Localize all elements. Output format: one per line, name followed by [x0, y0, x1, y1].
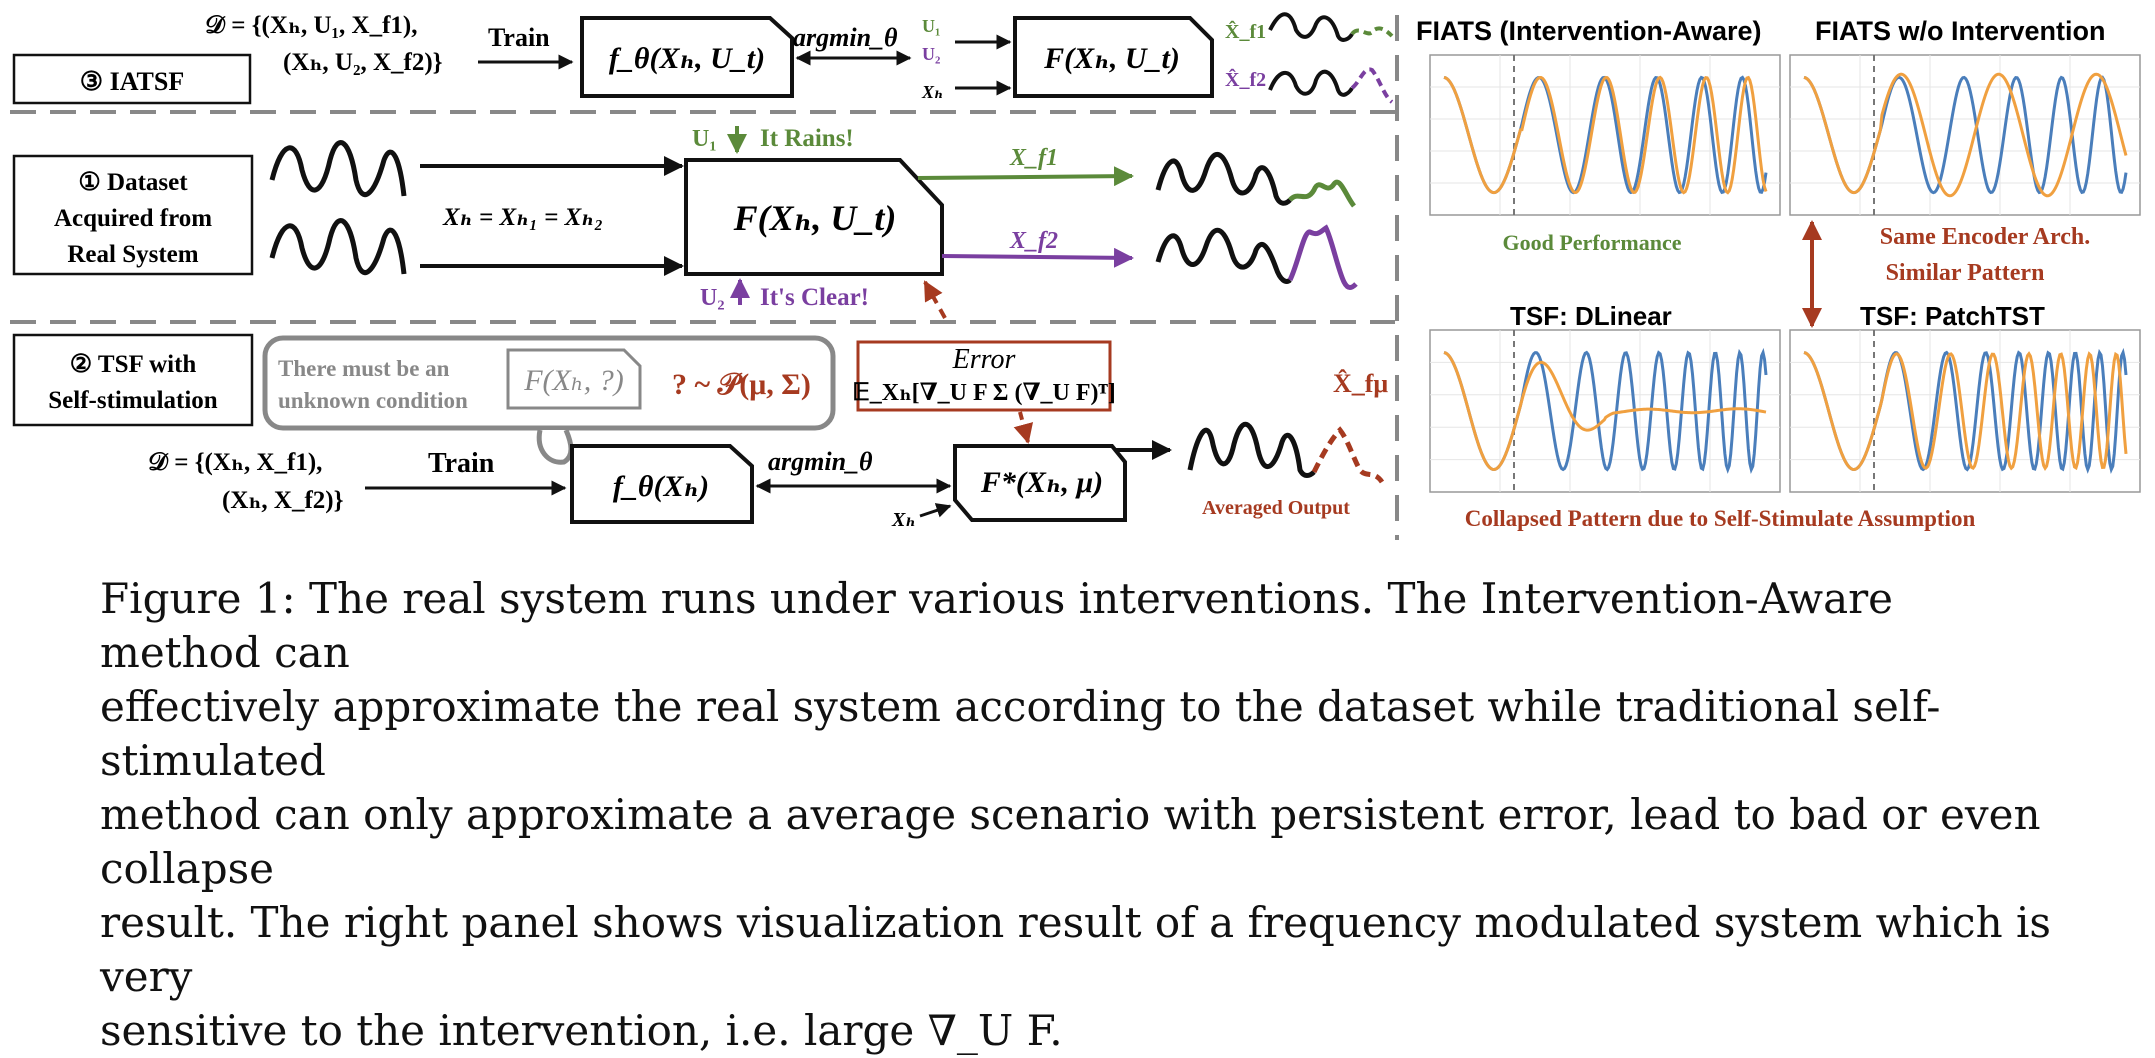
iatsf-dataset-line2: (Xₕ, U₂, X_f2)}	[283, 49, 443, 76]
dataset-section: ① Dataset Acquired from Real System Xₕ =…	[12, 125, 1358, 311]
dataset-u1: U₁	[692, 126, 717, 152]
tsf-unknown-fn: F(Xₕ, ?)	[523, 364, 624, 397]
panel-top-left-prediction-line	[1443, 75, 1768, 195]
tsf-argmin: argmin_θ	[768, 447, 873, 476]
dataset-equality: Xₕ = Xₕ₁ = Xₕ₂	[442, 204, 603, 231]
iatsf-system: F(Xₕ, U_t)	[1043, 42, 1180, 75]
iatsf-label: ③ IATSF	[80, 67, 184, 96]
tsf-model: f_θ(Xₕ)	[613, 470, 709, 503]
panel-top-left	[1429, 54, 1781, 216]
tsf-dataset-line2: (Xₕ, X_f2)}	[222, 487, 344, 514]
tsf-bubble-line1: There must be an	[278, 356, 450, 381]
panel-bottom-right-prediction-line	[1803, 351, 2128, 472]
figure-caption: Figure 1: The real system runs under var…	[100, 572, 2060, 1058]
panel-collapsed-pattern: Collapsed Pattern due to Self-Stimulate …	[1465, 506, 1976, 531]
dataset-series2-future-history	[1155, 227, 1292, 284]
dataset-clear: It's Clear!	[760, 284, 869, 311]
tsf-error-expr: 𝔼_Xₕ[∇_U F Σ (∇_U F)ᵀ]	[852, 380, 1116, 406]
tsf-bubble-line2: unknown condition	[278, 388, 468, 413]
dataset-u2: U₂	[700, 285, 725, 311]
dataset-xf2: X_f2	[1009, 228, 1058, 254]
dataset-series2-outcome	[1287, 224, 1358, 290]
dataset-label-line2: Acquired from	[54, 205, 212, 232]
tsf-bubble-tail	[536, 429, 574, 465]
dataset-rains: It Rains!	[760, 125, 854, 152]
tsf-error-link-up	[923, 280, 947, 319]
tsf-unknown-fn-box	[506, 348, 642, 410]
dataset-label-line3: Real System	[67, 241, 198, 268]
tsf-history-series	[1187, 421, 1316, 478]
dataset-label-line1: ① Dataset	[78, 169, 188, 196]
tsf-dataset-line1: 𝒟 = {(Xₕ, X_f1),	[148, 449, 322, 476]
dataset-series2-history	[269, 218, 407, 275]
panel-title-top-right: FIATS w/o Intervention	[1815, 16, 2106, 46]
tsf-approx: F*(Xₕ, μ)	[980, 466, 1103, 499]
dataset-xf1: X_f1	[1009, 145, 1058, 171]
panel-same-encoder: Same Encoder Arch.	[1880, 224, 2090, 250]
tsf-error-link-down	[1013, 411, 1034, 444]
caption-line-1: Figure 1: The real system runs under var…	[100, 574, 1894, 677]
panel-bottom-left	[1429, 329, 1781, 493]
tsf-averaged-label: Averaged Output	[1202, 497, 1350, 519]
tsf-distribution: ? ~ 𝒫(μ, Σ)	[672, 368, 811, 401]
panel-bottom-left-prediction-line	[1443, 351, 1767, 472]
tsf-error-title: Error	[952, 344, 1016, 375]
panel-top-right-prediction-line	[1803, 72, 2128, 198]
tsf-model-box	[570, 444, 754, 524]
iatsf-xh: Xₕ	[921, 82, 943, 102]
dataset-system: F(Xₕ, U_t)	[733, 198, 897, 238]
panel-good-performance: Good Performance	[1503, 230, 1682, 255]
panel-top-right	[1789, 54, 2141, 216]
tsf-label-line2: Self-stimulation	[48, 387, 218, 414]
right-panels: FIATS (Intervention-Aware) FIATS w/o Int…	[1416, 16, 2141, 531]
panel-title-bottom-right: TSF: PatchTST	[1860, 301, 2045, 331]
dataset-series1-future-history	[1155, 151, 1292, 206]
iatsf-series1-history	[1268, 12, 1354, 42]
figure-canvas: ③ IATSF 𝒟 = {(Xₕ, U₁, X_f1), (Xₕ, U₂, X_…	[10, 12, 2141, 540]
dataset-label-box	[12, 154, 254, 276]
iatsf-model: f_θ(Xₕ, U_t)	[609, 42, 765, 75]
panel-title-bottom-left: TSF: DLinear	[1510, 301, 1672, 331]
iatsf-series1-forecast	[1350, 26, 1394, 38]
dataset-system-box	[684, 158, 944, 276]
iatsf-section: ③ IATSF 𝒟 = {(Xₕ, U₁, X_f1), (Xₕ, U₂, X_…	[12, 12, 1394, 105]
panel-similar-pattern: Similar Pattern	[1886, 260, 2045, 286]
tsf-xh: Xₕ	[891, 509, 916, 531]
panel-bottom-right	[1789, 329, 2141, 493]
iatsf-u2: U₂	[922, 44, 940, 64]
dataset-series1-outcome	[1288, 179, 1357, 208]
tsf-thought-bubble	[262, 335, 836, 431]
iatsf-model-box	[580, 16, 794, 98]
tsf-section: ② TSF with Self-stimulation There must b…	[12, 280, 1388, 531]
iatsf-series2-history	[1268, 69, 1354, 97]
iatsf-dataset-line1: 𝒟 = {(Xₕ, U₁, X_f1),	[205, 12, 417, 39]
iatsf-train-label: Train	[488, 23, 550, 52]
tsf-output-hat: X̂_fμ	[1333, 369, 1388, 398]
caption-line-2: effectively approximate the real system …	[100, 682, 1941, 785]
iatsf-u1: U₁	[922, 16, 940, 36]
panel-title-top-left: FIATS (Intervention-Aware)	[1416, 16, 1762, 46]
iatsf-argmin: argmin_θ	[793, 23, 898, 52]
tsf-error-box	[856, 340, 1112, 412]
tsf-averaged-forecast	[1311, 426, 1385, 484]
tsf-label-line1: ② TSF with	[70, 351, 197, 378]
iatsf-series2-forecast	[1350, 67, 1394, 104]
caption-line-4: result. The right panel shows visualizat…	[100, 898, 2051, 1001]
tsf-label-box	[12, 333, 254, 427]
tsf-train-label: Train	[428, 448, 495, 479]
tsf-approx-box	[953, 444, 1127, 522]
iatsf-system-box	[1013, 16, 1214, 98]
caption-line-3: method can only approximate a average sc…	[100, 790, 2041, 893]
section-dividers	[10, 15, 1399, 540]
iatsf-xf2-hat: X̂_f2	[1225, 67, 1266, 91]
iatsf-xf1-hat: X̂_f1	[1225, 19, 1266, 43]
dataset-series1-history	[269, 140, 407, 197]
caption-line-5: sensitive to the intervention, i.e. larg…	[100, 1006, 1063, 1055]
iatsf-label-box	[12, 53, 252, 105]
